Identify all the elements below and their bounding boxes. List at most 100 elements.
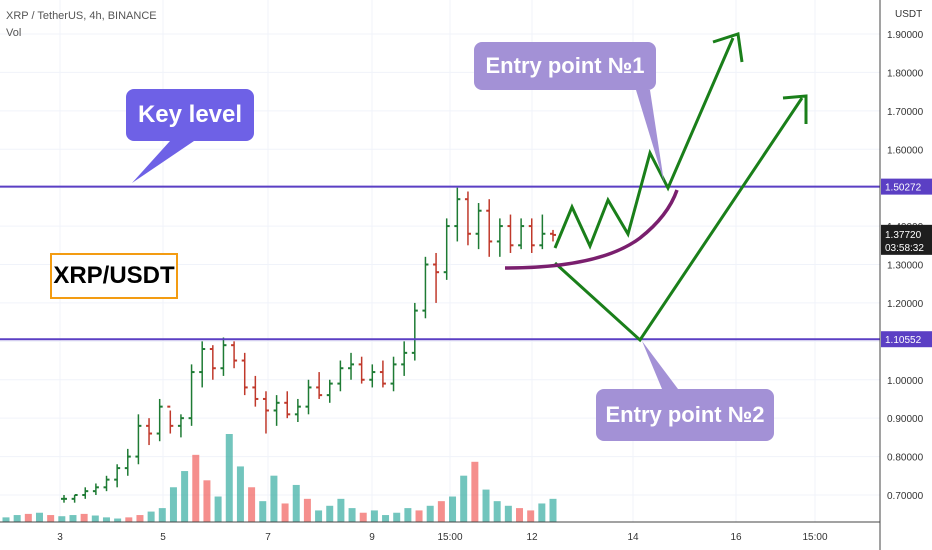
volume-bar: [203, 480, 211, 522]
volume-bar: [437, 501, 445, 522]
price-tick-label: 1.60000: [887, 145, 924, 156]
candle: [433, 252, 440, 303]
candle: [71, 494, 78, 503]
candle: [358, 356, 365, 384]
volume-bar: [102, 517, 110, 522]
time-tick-label: 5: [160, 532, 166, 543]
volume-bar: [315, 510, 323, 522]
candle: [326, 379, 333, 403]
volume-bar: [460, 475, 468, 522]
volume-bar: [382, 515, 390, 522]
volume-bar: [125, 517, 133, 522]
volume-bar: [169, 487, 177, 522]
candle: [103, 475, 110, 492]
time-tick-label: 9: [369, 532, 375, 543]
volume-bar: [337, 498, 345, 522]
candle: [188, 364, 195, 426]
candle: [167, 405, 174, 434]
price-tick-label: 1.00000: [887, 376, 924, 387]
volume-bar: [326, 505, 334, 522]
candle: [337, 360, 344, 392]
volume-bar: [303, 498, 311, 522]
entry-1-pointer: [636, 90, 664, 182]
arrowhead-2: [782, 94, 808, 124]
volume-bar: [348, 508, 356, 522]
volume-bar: [248, 487, 256, 522]
volume-bar: [2, 517, 10, 522]
candle: [82, 487, 89, 499]
price-axis: 0.700000.800000.900001.000001.100001.200…: [879, 0, 932, 550]
price-tick-label: 1.30000: [887, 261, 924, 272]
entry-2-pointer: [642, 341, 678, 389]
forecast-path-1: [553, 37, 735, 250]
time-tick-label: 16: [730, 532, 742, 543]
forecast-drawings: [132, 32, 808, 389]
price-tick-label: 1.70000: [887, 107, 924, 118]
price-tick-label: 0.80000: [887, 453, 924, 464]
volume-bar: [13, 515, 21, 522]
volume-bar: [192, 454, 200, 522]
key-level-pointer: [132, 141, 194, 183]
entry-point-2-callout: Entry point №2: [596, 389, 774, 441]
volume-indicator-label: Vol: [6, 27, 22, 39]
candle: [241, 352, 248, 396]
volume-bar: [91, 515, 99, 522]
time-tick-label: 7: [265, 532, 271, 543]
candle: [486, 199, 493, 257]
price-axis-unit: USDT: [895, 9, 922, 20]
volume-bar: [393, 512, 401, 522]
candle: [464, 191, 471, 246]
price-tick-label: 0.90000: [887, 414, 924, 425]
arrowhead-1: [712, 32, 744, 63]
candle: [518, 218, 525, 250]
volume-bar: [482, 489, 490, 522]
countdown-label: 03:58:32: [885, 243, 924, 254]
volume-bar: [47, 515, 55, 522]
volume-bar: [415, 510, 423, 522]
volume-bar: [359, 512, 367, 522]
candle: [252, 375, 259, 407]
volume-bar: [270, 475, 278, 522]
volume-bars: [2, 434, 557, 522]
candle: [550, 229, 556, 242]
last-price-tag: [881, 224, 932, 255]
key-level-callout: Key level: [126, 89, 254, 141]
volume-bar: [214, 496, 222, 522]
candle: [443, 218, 450, 280]
candle: [390, 356, 397, 392]
candle: [284, 391, 291, 419]
level-price-tag: [881, 331, 932, 348]
horizontal-levels: [0, 185, 880, 341]
candle: [135, 414, 142, 465]
volume-bar: [538, 503, 546, 522]
volume-bar: [549, 498, 557, 522]
volume-bar: [471, 461, 479, 522]
candle: [262, 391, 269, 434]
candle: [177, 414, 184, 438]
volume-bar: [504, 505, 512, 522]
candle: [156, 398, 163, 442]
price-tick-label: 0.70000: [887, 491, 924, 502]
volume-bar: [114, 518, 122, 522]
candle: [92, 483, 99, 495]
price-tick-label: 1.90000: [887, 30, 924, 41]
volume-bar: [259, 501, 267, 522]
candle: [348, 352, 355, 380]
candle: [114, 464, 121, 488]
candle: [369, 364, 376, 388]
volume-bar: [158, 508, 166, 522]
level-price-label: 1.50272: [885, 183, 922, 194]
candle: [61, 495, 67, 503]
candle: [422, 256, 429, 319]
candle: [454, 187, 461, 242]
candle: [411, 302, 418, 361]
chart-title: XRP / TetherUS, 4h, BINANCE: [6, 10, 157, 22]
candle: [146, 418, 153, 446]
volume-bar: [236, 466, 244, 522]
volume-bar: [527, 510, 535, 522]
price-tick-label: 1.80000: [887, 68, 924, 79]
time-tick-label: 12: [526, 532, 538, 543]
volume-bar: [404, 508, 412, 522]
volume-bar: [69, 515, 77, 522]
